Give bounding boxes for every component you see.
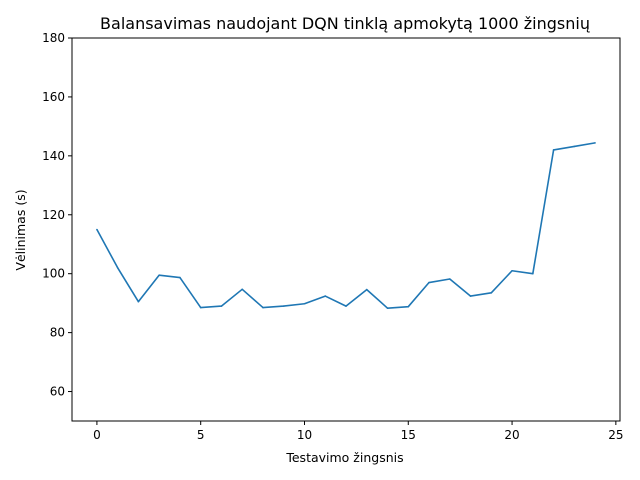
chart-title: Balansavimas naudojant DQN tinklą apmoky… [100, 14, 590, 33]
x-tick-label: 10 [297, 428, 312, 442]
x-tick-label: 5 [197, 428, 205, 442]
y-tick-label: 180 [42, 31, 65, 45]
data-point [490, 292, 493, 294]
data-point [428, 281, 430, 284]
y-tick-label: 60 [50, 385, 65, 399]
series-line [96, 142, 596, 309]
x-tick-label: 15 [401, 428, 416, 442]
plot-area: 0 5 10 15 20 25 60 80 100 120 140 160 180 [42, 31, 623, 442]
data-point [137, 300, 140, 303]
data-point [303, 302, 306, 305]
data-point [199, 306, 202, 309]
data-point [282, 305, 285, 307]
x-axis-label: Testavimo žingsnis [285, 450, 403, 465]
data-point [116, 267, 119, 269]
x-ticks: 0 5 10 15 20 25 [93, 421, 623, 442]
y-tick-label: 80 [50, 326, 65, 340]
x-tick-label: 25 [608, 428, 623, 442]
data-point [158, 274, 160, 276]
y-tick-label: 140 [42, 149, 65, 163]
data-point [532, 272, 534, 275]
data-point [96, 228, 98, 231]
series-group [96, 142, 596, 309]
x-tick-label: 0 [93, 428, 101, 442]
data-point [407, 305, 410, 308]
data-point [179, 276, 181, 279]
y-tick-label: 100 [42, 267, 65, 281]
data-point [386, 307, 389, 309]
data-point [448, 278, 451, 280]
x-tick-label: 20 [504, 428, 519, 442]
plot-frame [71, 37, 621, 422]
y-tick-label: 120 [42, 208, 65, 222]
y-axis-label: Vėlinimas (s) [13, 189, 28, 270]
data-point [365, 288, 368, 291]
data-point [552, 149, 555, 151]
data-point [345, 305, 347, 307]
data-point [469, 295, 472, 297]
data-point [511, 269, 513, 272]
data-point [241, 288, 244, 291]
y-ticks: 60 80 100 120 140 160 180 [42, 31, 72, 399]
data-point [324, 295, 327, 297]
data-point [573, 145, 576, 148]
y-tick-label: 160 [42, 90, 65, 104]
data-point [594, 142, 596, 144]
data-point [220, 305, 223, 307]
data-point [262, 306, 264, 309]
